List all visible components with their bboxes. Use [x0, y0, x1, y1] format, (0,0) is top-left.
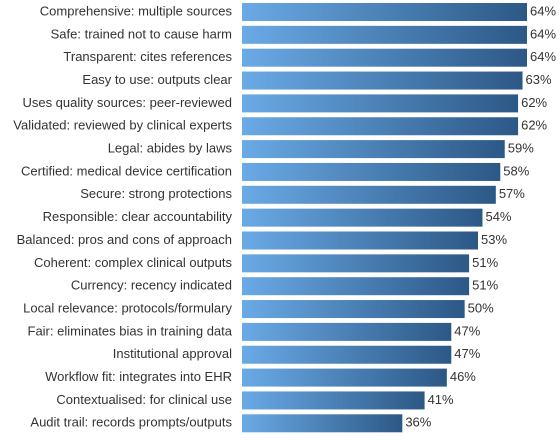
- bar: [242, 254, 470, 273]
- bar: [242, 25, 527, 44]
- value-label: 41%: [428, 392, 454, 407]
- bar: [242, 414, 403, 433]
- category-label: Validated: reviewed by clinical experts: [13, 118, 232, 133]
- category-label: Coherent: complex clinical outputs: [34, 255, 232, 270]
- category-label: Secure: strong protections: [80, 186, 232, 201]
- value-label: 47%: [454, 323, 480, 338]
- category-label: Local relevance: protocols/formulary: [23, 300, 232, 315]
- bar: [242, 162, 501, 181]
- bar: [242, 368, 447, 387]
- category-label: Balanced: pros and cons of approach: [17, 232, 232, 247]
- category-label: Currency: recency indicated: [71, 278, 232, 293]
- value-label: 54%: [485, 209, 511, 224]
- bar: [242, 117, 519, 136]
- value-label: 47%: [454, 346, 480, 361]
- bar: [242, 231, 479, 250]
- value-label: 62%: [521, 118, 547, 133]
- category-label: Legal: abides by laws: [108, 141, 233, 156]
- bar: [242, 345, 452, 364]
- bar: [242, 208, 483, 227]
- category-label: Uses quality sources: peer-reviewed: [22, 95, 232, 110]
- value-label: 53%: [481, 232, 507, 247]
- category-label: Safe: trained not to cause harm: [51, 26, 232, 41]
- value-label: 50%: [468, 300, 494, 315]
- category-label: Fair: eliminates bias in training data: [28, 323, 233, 338]
- category-label: Institutional approval: [113, 346, 232, 361]
- bar: [242, 277, 470, 296]
- category-label: Audit trail: records prompts/outputs: [30, 415, 232, 430]
- bar: [242, 71, 523, 90]
- bar: [242, 3, 527, 21]
- bar: [242, 48, 527, 67]
- value-label: 64%: [530, 26, 556, 41]
- bar: [242, 322, 452, 341]
- value-label: 64%: [530, 49, 556, 64]
- value-label: 51%: [472, 278, 498, 293]
- bar: [242, 94, 519, 113]
- value-label: 64%: [530, 3, 556, 18]
- value-label: 59%: [508, 141, 534, 156]
- category-label: Contextualised: for clinical use: [56, 392, 232, 407]
- category-label: Comprehensive: multiple sources: [40, 3, 233, 18]
- value-label: 58%: [503, 163, 529, 178]
- value-label: 63%: [526, 72, 552, 87]
- value-label: 36%: [405, 415, 431, 430]
- bar: [242, 185, 496, 204]
- category-label: Transparent: cites references: [63, 49, 232, 64]
- bar: [242, 140, 505, 159]
- category-label: Responsible: clear accountability: [43, 209, 233, 224]
- value-label: 57%: [499, 186, 525, 201]
- category-label: Certified: medical device certification: [21, 163, 232, 178]
- category-label: Workflow fit: integrates into EHR: [45, 369, 232, 384]
- value-label: 62%: [521, 95, 547, 110]
- value-label: 46%: [450, 369, 476, 384]
- bar: [242, 391, 425, 410]
- value-label: 51%: [472, 255, 498, 270]
- category-label: Easy to use: outputs clear: [82, 72, 232, 87]
- bar: [242, 300, 465, 319]
